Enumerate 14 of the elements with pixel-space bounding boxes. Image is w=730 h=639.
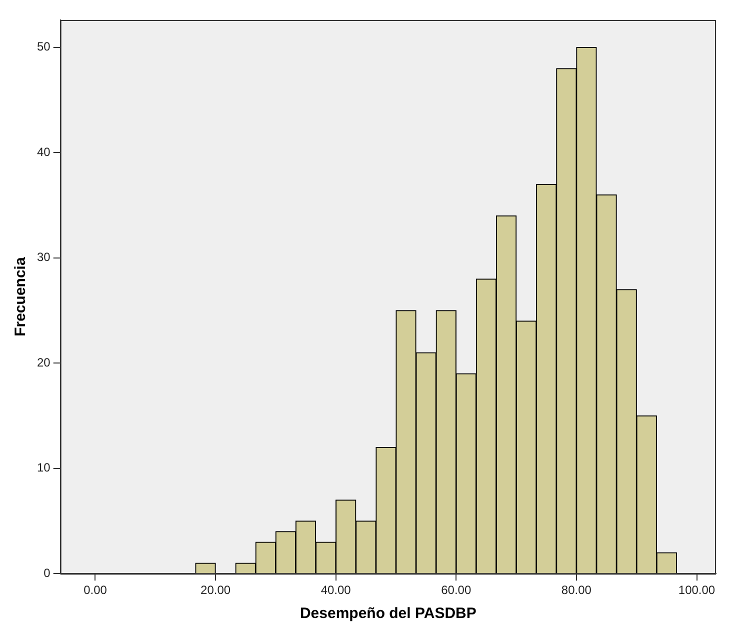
x-tick-label: 40.00 — [320, 583, 352, 598]
x-axis-title: Desempeño del PASDBP — [300, 605, 476, 622]
x-tick-label: 0.00 — [84, 583, 108, 598]
x-tick-label: 20.00 — [200, 583, 231, 598]
y-tick-label: 50 — [36, 40, 51, 54]
x-tick-label: 100.00 — [678, 583, 716, 598]
y-tick-label: 10 — [36, 460, 51, 475]
y-tick-label: 0 — [44, 566, 51, 580]
x-tick-label: 80.00 — [561, 583, 592, 598]
y-tick-label: 20 — [36, 355, 51, 370]
y-tick-label: 40 — [36, 144, 51, 159]
y-tick-label: 30 — [36, 250, 51, 264]
x-tick-label: 60.00 — [441, 583, 472, 598]
y-axis-title: Frecuencia — [12, 256, 30, 336]
